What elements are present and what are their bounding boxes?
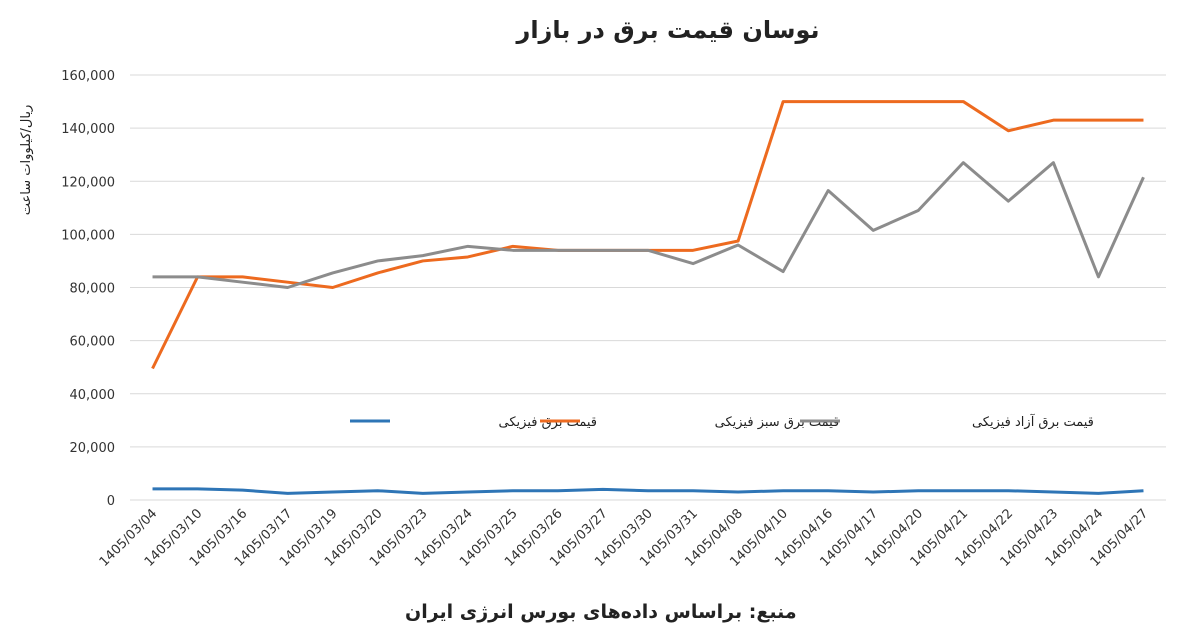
series-line <box>152 161 1145 289</box>
y-tick-label: 0 <box>107 494 115 509</box>
y-tick-label: 40,000 <box>70 388 116 403</box>
y-tick-label: 100,000 <box>61 228 115 243</box>
legend-label: قیمت برق سبز فیزیکی <box>715 415 840 430</box>
y-tick-label: 160,000 <box>61 69 115 84</box>
y-tick-label: 20,000 <box>70 441 116 456</box>
series-line <box>152 487 1144 495</box>
y-tick-label: 140,000 <box>61 122 115 137</box>
chart-title: نوسان قیمت برق در بازار <box>516 16 820 44</box>
y-axis-label: ریال/کیلووات ساعت <box>19 105 34 215</box>
source-note: منبع: براساس داده‌های بورس انرژی ایران <box>405 601 797 623</box>
y-tick-label: 80,000 <box>70 282 116 297</box>
series-line <box>151 100 1144 370</box>
y-tick-label: 120,000 <box>61 175 115 190</box>
y-tick-label: 60,000 <box>70 335 116 350</box>
legend-label: قیمت برق آزاد فیزیکی <box>972 413 1094 430</box>
